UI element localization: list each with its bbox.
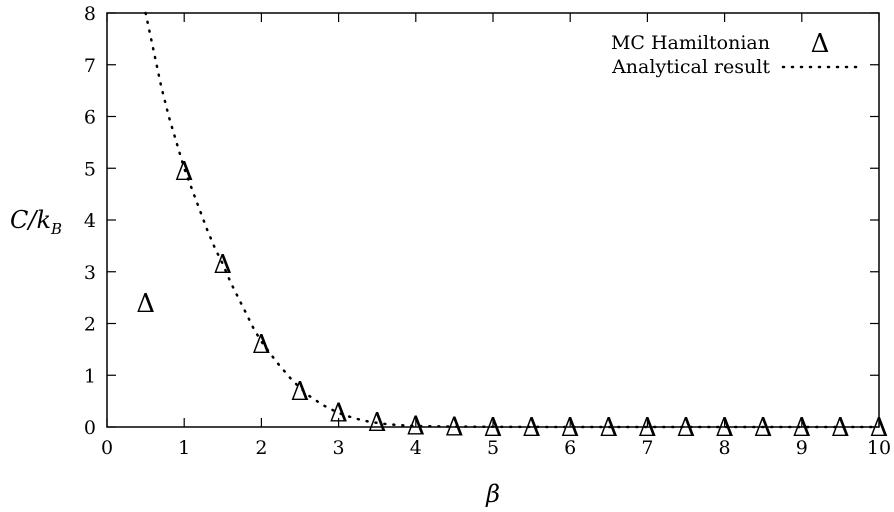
x-tick-label: 5 [487,437,499,459]
x-tick-label: 3 [333,437,345,459]
x-axis-ticks: 0 1 2 3 4 5 6 7 8 9 10 [101,13,891,459]
y-tick-label: 6 [84,107,96,129]
y-tick-label: 8 [84,3,96,25]
mc-hamiltonian-point: Δ [213,250,232,280]
y-tick-label: 1 [84,365,96,387]
mc-hamiltonian-point: Δ [638,413,657,443]
y-tick-label: 5 [84,158,96,180]
mc-hamiltonian-point: Δ [715,413,734,443]
mc-hamiltonian-point: Δ [406,411,425,441]
legend-label-analytical-result: Analytical result [611,56,770,78]
y-axis-ticks: 0 1 2 3 4 5 6 7 8 [84,3,879,439]
y-tick-label: 4 [84,210,96,232]
mc-hamiltonian-point: Δ [368,408,387,438]
y-tick-label: 0 [84,417,96,439]
mc-hamiltonian-point: Δ [599,413,618,443]
mc-hamiltonian-point: Δ [870,413,889,443]
y-tick-label: 2 [84,314,96,336]
mc-hamiltonian-point: Δ [484,413,503,443]
x-tick-label: 0 [101,437,113,459]
x-tick-label: 6 [564,437,576,459]
legend-label-mc-hamiltonian: MC Hamiltonian [611,32,770,54]
x-tick-label: 10 [867,437,891,459]
x-axis-title: β [485,480,500,508]
mc-hamiltonian-point: Δ [754,413,773,443]
x-tick-label: 4 [410,437,422,459]
mc-hamiltonian-point: Δ [329,399,348,429]
mc-hamiltonian-point: Δ [136,289,155,319]
mc-hamiltonian-point: Δ [561,413,580,443]
mc-hamiltonian-point: Δ [522,413,541,443]
x-tick-label: 7 [641,437,653,459]
x-tick-label: 8 [719,437,731,459]
mc-hamiltonian-point: Δ [831,413,850,443]
legend-marker-mc-hamiltonian: Δ [811,29,830,59]
x-tick-label: 2 [255,437,267,459]
y-axis-title: C/kB [10,206,62,238]
legend: MC Hamiltonian Δ Analytical result [611,29,859,78]
mc-hamiltonian-point: Δ [445,412,464,442]
y-tick-label: 3 [84,262,96,284]
mc-hamiltonian-point: Δ [792,413,811,443]
x-tick-label: 9 [796,437,808,459]
analytical-result-curve [144,11,881,429]
mc-hamiltonian-point: Δ [252,330,271,360]
y-axis-title-main: C/k [10,206,51,234]
mc-hamiltonian-point: Δ [677,413,696,443]
mc-hamiltonian-point: Δ [175,157,194,187]
mc-hamiltonian-point: Δ [291,377,310,407]
y-axis-title-subscript: B [50,220,62,238]
x-tick-label: 1 [178,437,190,459]
y-tick-label: 7 [84,55,96,77]
